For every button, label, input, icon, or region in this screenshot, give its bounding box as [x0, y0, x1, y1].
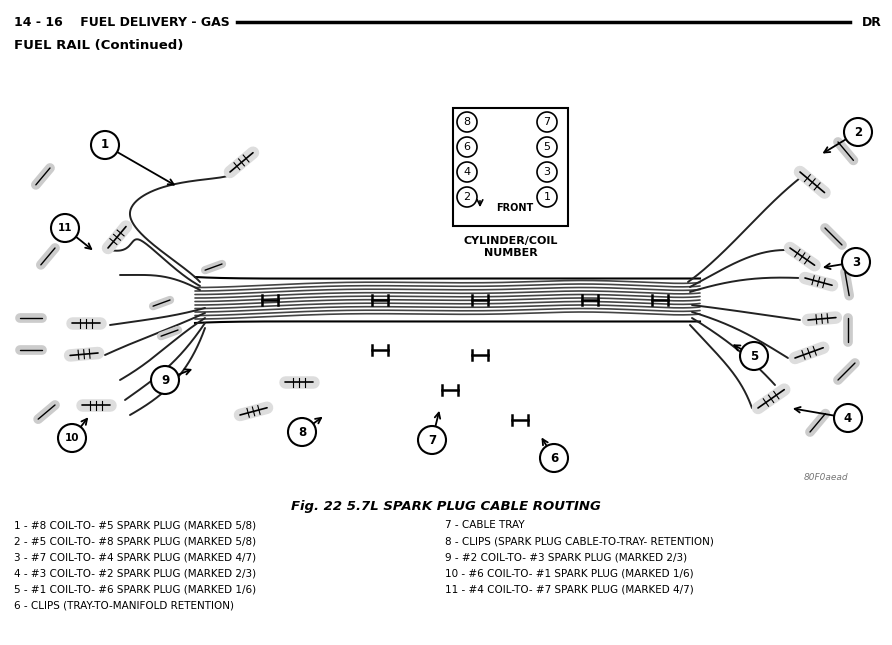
Text: 1 - #8 COIL-TO- #5 SPARK PLUG (MARKED 5/8): 1 - #8 COIL-TO- #5 SPARK PLUG (MARKED 5/… [14, 520, 256, 530]
Circle shape [842, 248, 870, 276]
Text: 7: 7 [543, 117, 550, 127]
Text: FRONT: FRONT [496, 203, 533, 213]
Text: 14 - 16    FUEL DELIVERY - GAS: 14 - 16 FUEL DELIVERY - GAS [14, 15, 230, 28]
Circle shape [58, 424, 86, 452]
Text: 9: 9 [161, 373, 169, 386]
Text: 2: 2 [854, 126, 862, 139]
Circle shape [91, 131, 119, 159]
Text: 8: 8 [464, 117, 471, 127]
Text: DR: DR [862, 15, 882, 28]
Text: FUEL RAIL (Continued): FUEL RAIL (Continued) [14, 39, 184, 52]
Text: 11 - #4 COIL-TO- #7 SPARK PLUG (MARKED 4/7): 11 - #4 COIL-TO- #7 SPARK PLUG (MARKED 4… [445, 584, 694, 594]
Text: 7 - CABLE TRAY: 7 - CABLE TRAY [445, 520, 524, 530]
Circle shape [834, 404, 862, 432]
Text: 7: 7 [428, 433, 436, 446]
Text: 8 - CLIPS (SPARK PLUG CABLE-TO-TRAY- RETENTION): 8 - CLIPS (SPARK PLUG CABLE-TO-TRAY- RET… [445, 536, 714, 546]
Text: NUMBER: NUMBER [483, 248, 537, 258]
Text: 4 - #3 COIL-TO- #2 SPARK PLUG (MARKED 2/3): 4 - #3 COIL-TO- #2 SPARK PLUG (MARKED 2/… [14, 568, 256, 578]
Circle shape [537, 187, 557, 207]
Circle shape [151, 366, 179, 394]
Circle shape [457, 137, 477, 157]
Circle shape [537, 137, 557, 157]
Text: 2 - #5 COIL-TO- #8 SPARK PLUG (MARKED 5/8): 2 - #5 COIL-TO- #8 SPARK PLUG (MARKED 5/… [14, 536, 256, 546]
Text: 3 - #7 COIL-TO- #4 SPARK PLUG (MARKED 4/7): 3 - #7 COIL-TO- #4 SPARK PLUG (MARKED 4/… [14, 552, 256, 562]
Circle shape [844, 118, 872, 146]
Circle shape [457, 112, 477, 132]
Text: 10 - #6 COIL-TO- #1 SPARK PLUG (MARKED 1/6): 10 - #6 COIL-TO- #1 SPARK PLUG (MARKED 1… [445, 568, 694, 578]
Text: 6: 6 [549, 451, 558, 464]
Circle shape [740, 342, 768, 370]
Text: 5: 5 [750, 350, 758, 362]
Text: 2: 2 [464, 192, 471, 202]
Text: 1: 1 [543, 192, 550, 202]
Text: 3: 3 [852, 255, 860, 268]
Bar [453, 108, 568, 226]
Text: 4: 4 [464, 167, 471, 177]
Text: 3: 3 [543, 167, 550, 177]
Text: 6: 6 [464, 142, 470, 152]
Circle shape [537, 162, 557, 182]
Text: 8: 8 [298, 426, 306, 439]
Circle shape [51, 214, 79, 242]
Text: CYLINDER/COIL: CYLINDER/COIL [463, 236, 558, 246]
Text: 5: 5 [543, 142, 550, 152]
Circle shape [288, 418, 316, 446]
Text: 5 - #1 COIL-TO- #6 SPARK PLUG (MARKED 1/6): 5 - #1 COIL-TO- #6 SPARK PLUG (MARKED 1/… [14, 584, 256, 594]
Text: 1: 1 [101, 139, 109, 152]
Text: 10: 10 [65, 433, 79, 443]
Text: Fig. 22 5.7L SPARK PLUG CABLE ROUTING: Fig. 22 5.7L SPARK PLUG CABLE ROUTING [291, 500, 601, 513]
Circle shape [457, 162, 477, 182]
Circle shape [540, 444, 568, 472]
Circle shape [537, 112, 557, 132]
Text: 80F0aead: 80F0aead [804, 473, 848, 482]
Circle shape [418, 426, 446, 454]
Text: 6 - CLIPS (TRAY-TO-MANIFOLD RETENTION): 6 - CLIPS (TRAY-TO-MANIFOLD RETENTION) [14, 600, 234, 610]
Text: 4: 4 [844, 412, 852, 424]
Text: 11: 11 [58, 223, 72, 233]
Text: 9 - #2 COIL-TO- #3 SPARK PLUG (MARKED 2/3): 9 - #2 COIL-TO- #3 SPARK PLUG (MARKED 2/… [445, 552, 687, 562]
Circle shape [457, 187, 477, 207]
